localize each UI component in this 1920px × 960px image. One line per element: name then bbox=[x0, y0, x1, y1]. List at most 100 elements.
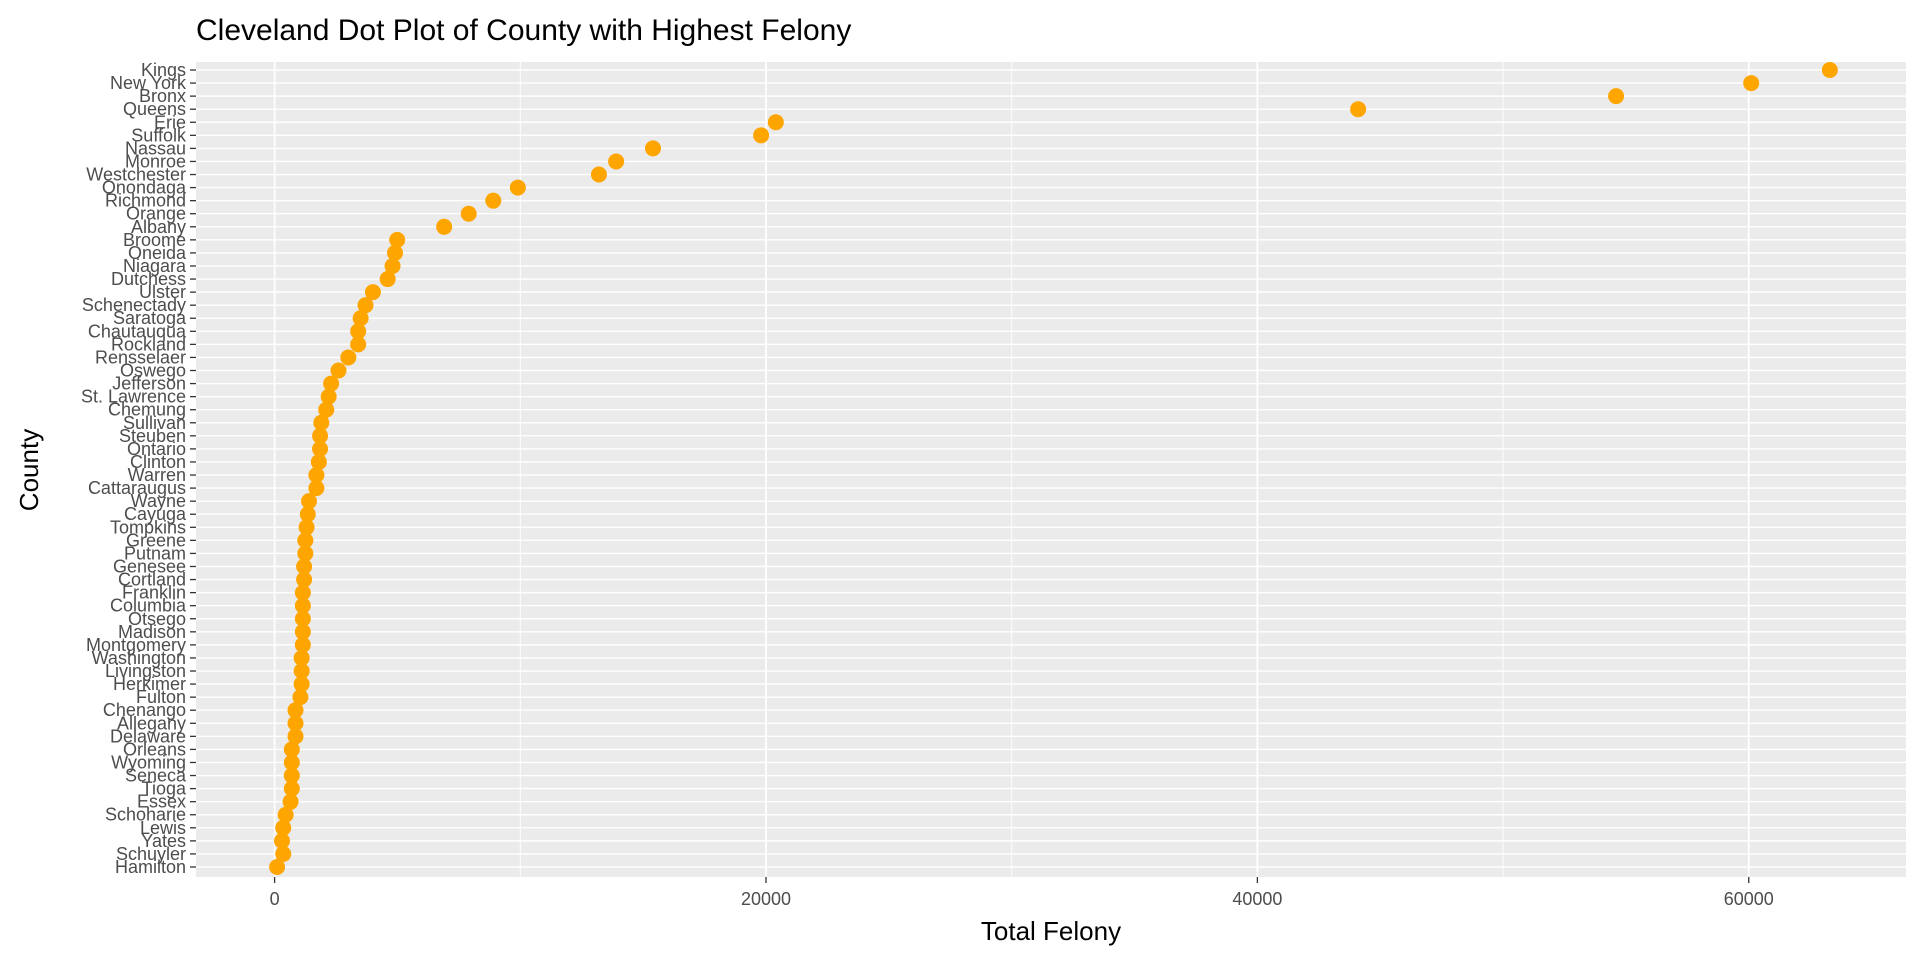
y-tick-label: Tioga bbox=[142, 779, 187, 799]
data-point bbox=[389, 231, 406, 248]
data-point bbox=[509, 179, 526, 196]
data-point bbox=[277, 806, 294, 823]
y-axis-title: County bbox=[14, 429, 44, 511]
y-tick-label: Clinton bbox=[130, 452, 186, 472]
data-point bbox=[294, 597, 311, 614]
y-tick-label: Richmond bbox=[105, 191, 186, 211]
y-tick-label: Allegany bbox=[117, 713, 186, 733]
y-tick-label: Cattaraugus bbox=[88, 478, 186, 498]
y-tick-label: Washington bbox=[92, 648, 186, 668]
data-point bbox=[287, 715, 304, 732]
data-point bbox=[298, 519, 315, 536]
y-tick-label: Chautauqua bbox=[88, 321, 187, 341]
data-point bbox=[384, 257, 401, 274]
data-point bbox=[753, 127, 770, 144]
y-tick-label: Essex bbox=[137, 792, 186, 812]
y-tick-label: Otsego bbox=[128, 609, 186, 629]
data-point bbox=[364, 284, 381, 301]
data-point bbox=[275, 845, 292, 862]
y-tick-label: St. Lawrence bbox=[81, 387, 186, 407]
y-tick-label: Chenango bbox=[103, 700, 186, 720]
y-tick-label: Schoharie bbox=[105, 805, 186, 825]
y-tick-label: Greene bbox=[126, 530, 186, 550]
y-tick-label: Monroe bbox=[125, 151, 186, 171]
y-tick-label: Orange bbox=[126, 204, 186, 224]
y-tick-label: Queens bbox=[123, 99, 186, 119]
data-point bbox=[352, 310, 369, 327]
data-point bbox=[312, 440, 329, 457]
y-tick-label: Sullivan bbox=[123, 413, 186, 433]
y-tick-label: Herkimer bbox=[113, 674, 186, 694]
data-point bbox=[1743, 75, 1760, 92]
y-tick-label: Cortland bbox=[118, 570, 186, 590]
data-point bbox=[1821, 62, 1838, 78]
y-tick-label: Rockland bbox=[111, 334, 186, 354]
data-point bbox=[460, 205, 477, 222]
y-tick-label: Franklin bbox=[122, 583, 186, 603]
y-tick-label: Montgomery bbox=[86, 635, 186, 655]
data-point bbox=[644, 140, 661, 157]
y-tick-label: Schenectady bbox=[82, 295, 186, 315]
data-point bbox=[1608, 88, 1625, 105]
y-tick-label: Warren bbox=[128, 465, 186, 485]
y-tick-label: Niagara bbox=[123, 256, 187, 276]
y-tick-label: Bronx bbox=[139, 86, 186, 106]
data-point bbox=[287, 702, 304, 719]
y-tick-label: Erie bbox=[154, 112, 186, 132]
x-tick-label: 60000 bbox=[1724, 889, 1774, 909]
y-tick-label: Hamilton bbox=[115, 857, 186, 877]
y-tick-label: Ontario bbox=[127, 439, 186, 459]
data-point bbox=[350, 336, 367, 353]
data-point bbox=[590, 166, 607, 183]
data-point bbox=[1350, 101, 1367, 118]
y-tick-label: Nassau bbox=[125, 138, 186, 158]
y-tick-label: Albany bbox=[131, 217, 186, 237]
data-point bbox=[297, 545, 314, 562]
data-point bbox=[608, 153, 625, 170]
data-point bbox=[767, 114, 784, 131]
y-tick-label: Putnam bbox=[124, 543, 186, 563]
y-tick-label: Westchester bbox=[86, 165, 186, 185]
data-point bbox=[485, 192, 502, 209]
data-point bbox=[308, 467, 325, 484]
data-point bbox=[292, 689, 309, 706]
data-point bbox=[350, 323, 367, 340]
plot-panel bbox=[196, 62, 1906, 877]
data-point bbox=[330, 362, 347, 379]
x-tick-label: 40000 bbox=[1232, 889, 1282, 909]
grid-lines bbox=[196, 62, 1906, 877]
data-point bbox=[293, 676, 310, 693]
data-point bbox=[297, 532, 314, 549]
y-tick-label: Oneida bbox=[128, 243, 187, 263]
y-tick-label: Oswego bbox=[120, 361, 186, 381]
y-tick-label: Broome bbox=[123, 230, 186, 250]
y-tick-label: Rensselaer bbox=[95, 347, 186, 367]
data-point bbox=[318, 401, 335, 418]
data-point bbox=[340, 349, 357, 366]
y-tick-label: Cayuga bbox=[124, 504, 187, 524]
data-point bbox=[269, 859, 286, 875]
y-tick-label: Jefferson bbox=[112, 374, 186, 394]
data-point bbox=[301, 493, 318, 510]
data-point bbox=[283, 754, 300, 771]
x-tick-label: 20000 bbox=[741, 889, 791, 909]
data-point bbox=[296, 558, 313, 575]
data-points bbox=[269, 62, 1838, 875]
y-tick-label: Dutchess bbox=[111, 269, 186, 289]
data-point bbox=[312, 427, 329, 444]
y-tick-label: Madison bbox=[118, 622, 186, 642]
data-point bbox=[320, 388, 337, 405]
data-point bbox=[323, 375, 340, 392]
y-tick-label: Lewis bbox=[140, 818, 186, 838]
x-axis: 0 20000 40000 60000 bbox=[270, 877, 1774, 909]
y-tick-label: Columbia bbox=[110, 596, 187, 616]
data-point bbox=[282, 793, 299, 810]
data-point bbox=[379, 271, 396, 288]
y-tick-label: Ulster bbox=[139, 282, 186, 302]
data-point bbox=[436, 218, 453, 235]
y-tick-label: Livingston bbox=[105, 661, 186, 681]
chart-title: Cleveland Dot Plot of County with Highes… bbox=[196, 14, 851, 47]
y-tick-label: Chemung bbox=[108, 400, 186, 420]
